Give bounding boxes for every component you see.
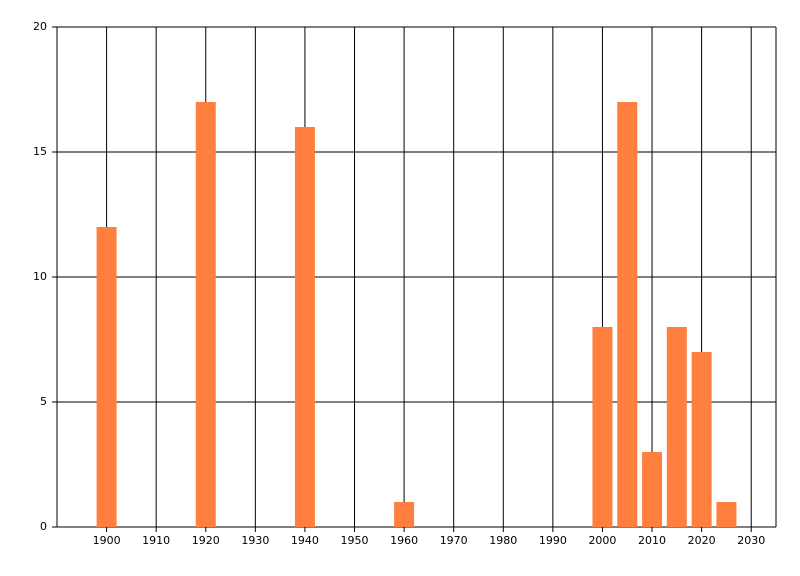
x-tick-label: 1950: [341, 534, 369, 547]
bar: [617, 102, 638, 527]
x-tick-label: 1970: [440, 534, 468, 547]
x-tick-label: 2030: [737, 534, 765, 547]
y-tick-label: 0: [40, 520, 47, 533]
y-tick-label: 20: [33, 20, 47, 33]
x-tick-label: 1940: [291, 534, 319, 547]
x-tick-label: 2020: [688, 534, 716, 547]
bar: [642, 452, 663, 527]
x-tick-label: 1990: [539, 534, 567, 547]
bar: [691, 352, 712, 527]
x-tick-label: 2010: [638, 534, 666, 547]
bar: [592, 327, 613, 527]
x-tick-label: 1920: [192, 534, 220, 547]
bar: [394, 502, 415, 527]
x-tick-label: 1980: [489, 534, 517, 547]
x-tick-label: 2000: [588, 534, 616, 547]
bar: [195, 102, 216, 527]
bar: [294, 127, 315, 527]
x-tick-label: 1900: [93, 534, 121, 547]
bar: [96, 227, 117, 527]
y-tick-label: 10: [33, 270, 47, 283]
bar: [716, 502, 737, 527]
y-tick-label: 15: [33, 145, 47, 158]
bar: [666, 327, 687, 527]
x-tick-label: 1910: [142, 534, 170, 547]
x-tick-label: 1960: [390, 534, 418, 547]
y-tick-label: 5: [40, 395, 47, 408]
x-tick-label: 1930: [241, 534, 269, 547]
